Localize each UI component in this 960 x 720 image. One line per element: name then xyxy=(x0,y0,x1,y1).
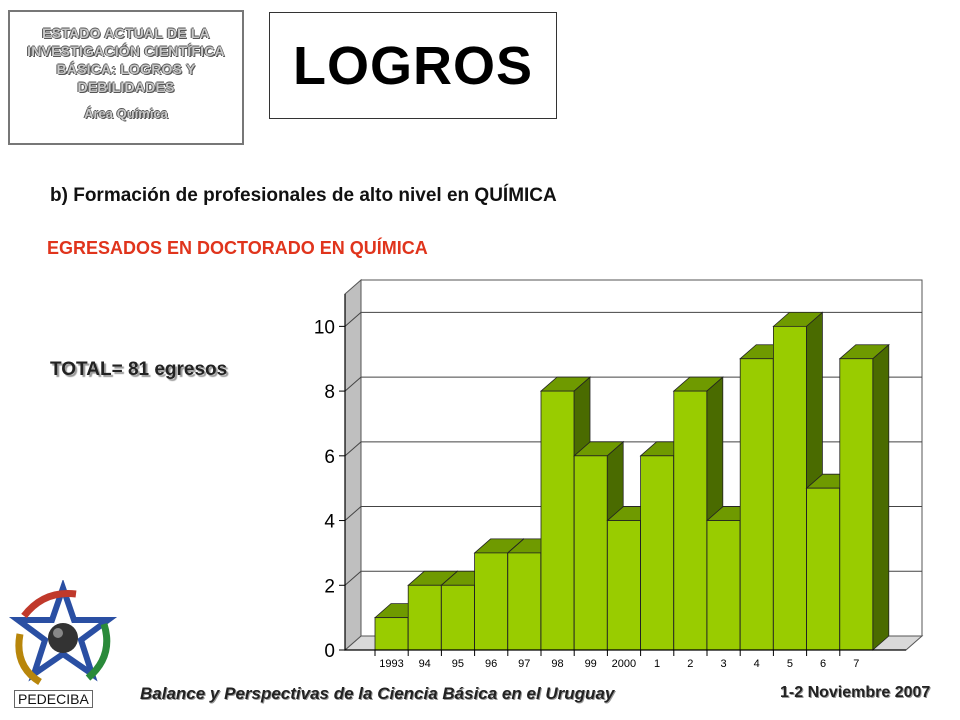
gridline xyxy=(344,441,922,457)
bar xyxy=(739,358,774,651)
y-tick-label: 0 xyxy=(324,641,335,662)
bar xyxy=(474,552,509,651)
gridline xyxy=(344,311,922,327)
x-tick-label: 7 xyxy=(853,658,859,670)
bar xyxy=(706,520,741,651)
x-tick-label: 97 xyxy=(518,658,530,670)
bar xyxy=(839,358,874,651)
chart-side-wall xyxy=(344,278,362,652)
bar xyxy=(573,455,608,651)
bar xyxy=(440,584,475,651)
logo-label: PEDECIBA xyxy=(14,690,93,708)
x-tick-label: 96 xyxy=(485,658,497,670)
y-tick-label: 2 xyxy=(324,576,335,597)
x-tick-label: 3 xyxy=(720,658,726,670)
footer-date: 1-2 Noviembre 2007 xyxy=(780,684,931,701)
x-tick-label: 1993 xyxy=(379,658,403,670)
bar xyxy=(407,584,442,651)
y-tick-label: 10 xyxy=(314,317,335,338)
x-tick-label: 1 xyxy=(654,658,660,670)
x-tick-label: 4 xyxy=(754,658,760,670)
x-tick-label: 2 xyxy=(687,658,693,670)
header-box-subtitle: Área Química xyxy=(84,106,168,121)
x-tick-label: 98 xyxy=(551,658,563,670)
bar xyxy=(673,390,708,651)
x-tick-label: 95 xyxy=(452,658,464,670)
y-tick-label: 6 xyxy=(324,447,335,468)
logros-title: LOGROS xyxy=(292,35,533,96)
bar xyxy=(806,487,840,651)
footer-text: Balance y Perspectivas de la Ciencia Bás… xyxy=(140,684,615,703)
x-tick-label: 99 xyxy=(585,658,597,670)
bar xyxy=(640,455,675,651)
bar-side xyxy=(872,343,890,651)
section-subtitle: b) Formación de profesionales de alto ni… xyxy=(50,185,557,206)
logros-title-box: LOGROS xyxy=(269,12,557,119)
bar xyxy=(606,520,641,651)
chart-title: EGRESADOS EN DOCTORADO EN QUÍMICA xyxy=(47,238,428,258)
bar xyxy=(507,552,542,651)
y-tick-label: 8 xyxy=(324,382,335,403)
header-box: ESTADO ACTUAL DE LA INVESTIGACIÓN CIENTÍ… xyxy=(8,10,244,145)
bar xyxy=(772,325,807,651)
bar-chart: 0 2 4 6 8 10 1993 94 95 96 97 98 99 2000 1 2 3 4 5 6 7 xyxy=(314,278,924,670)
x-tick-label: 94 xyxy=(419,658,431,670)
y-tick-label: 4 xyxy=(324,512,335,533)
total-label: TOTAL= 81 egresos xyxy=(50,359,228,380)
pedeciba-logo-icon xyxy=(8,580,118,685)
bar xyxy=(540,390,575,651)
x-tick-label: 5 xyxy=(787,658,793,670)
header-box-title: ESTADO ACTUAL DE LA INVESTIGACIÓN CIENTÍ… xyxy=(27,25,225,95)
x-tick-label: 2000 xyxy=(612,658,636,670)
gridline xyxy=(344,376,922,392)
bar xyxy=(374,617,409,651)
x-tick-label: 6 xyxy=(820,658,826,670)
